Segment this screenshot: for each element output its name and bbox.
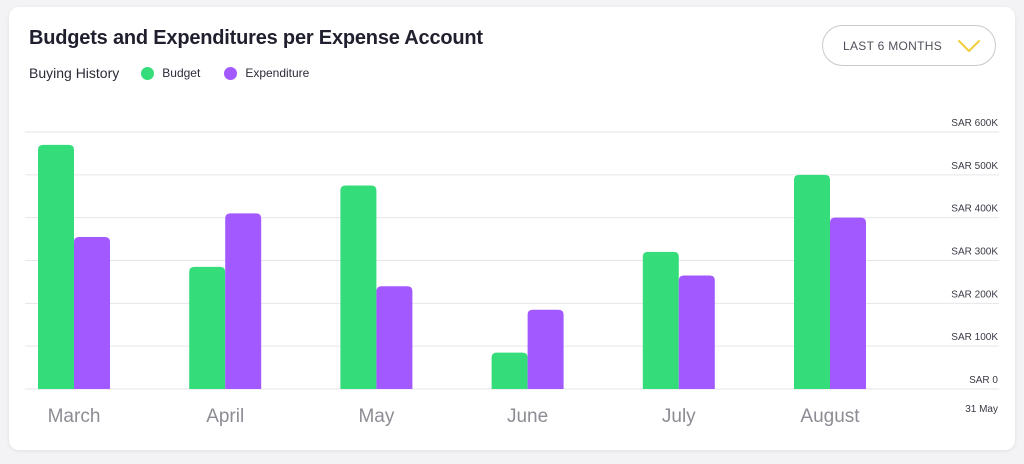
chevron-down-icon: [958, 40, 980, 52]
y-tick-label: SAR 300K: [951, 247, 998, 258]
time-range-dropdown[interactable]: LAST 6 MONTHS: [822, 25, 996, 66]
y-tick-label: SAR 100K: [951, 332, 998, 343]
chart-subtitle: Buying History: [29, 65, 120, 81]
x-tick-label-july: July: [662, 406, 696, 427]
legend-label-budget: Budget: [162, 66, 201, 80]
legend-item-expenditure: Expenditure: [224, 66, 309, 80]
legend-item-budget: Budget: [141, 66, 200, 80]
chart-card: Budgets and Expenditures per Expense Acc…: [9, 7, 1015, 450]
legend: Buying History Budget Expenditure: [29, 64, 333, 82]
y-tick-label: SAR 0: [969, 375, 998, 386]
chart-title: Budgets and Expenditures per Expense Acc…: [29, 27, 483, 49]
x-tick-label-march: March: [48, 406, 101, 427]
legend-dot-budget: [141, 66, 155, 80]
date-label: 31 May: [965, 404, 998, 415]
x-tick-label-june: June: [507, 406, 548, 427]
bar-budget-march: [38, 144, 74, 389]
bar-budget-august: [794, 174, 830, 389]
bar-expenditure-july: [678, 275, 715, 389]
bar-expenditure-august: [830, 217, 866, 389]
bar-budget-june: [491, 352, 528, 389]
bar-budget-may: [340, 185, 377, 389]
bar-expenditure-may: [376, 286, 413, 389]
legend-dot-expenditure: [224, 66, 238, 80]
legend-label-expenditure: Expenditure: [245, 66, 310, 80]
y-tick-label: SAR 600K: [951, 118, 998, 129]
bar-expenditure-april: [225, 213, 262, 389]
bar-expenditure-march: [74, 236, 110, 389]
bar-expenditure-june: [527, 309, 564, 389]
time-range-label: LAST 6 MONTHS: [843, 38, 943, 53]
bar-chart: SAR 0 SAR 100K SAR 200K SAR 300K SAR 400K SAR…: [25, 118, 999, 427]
y-tick-label: SAR 500K: [951, 161, 998, 172]
y-tick-label: SAR 200K: [951, 289, 998, 300]
x-tick-label-august: August: [800, 406, 860, 427]
bar-budget-april: [189, 266, 226, 389]
x-tick-label-may: May: [358, 406, 394, 427]
x-tick-label-april: April: [206, 406, 244, 427]
y-tick-label: SAR 400K: [951, 204, 998, 215]
bar-budget-july: [642, 251, 679, 389]
